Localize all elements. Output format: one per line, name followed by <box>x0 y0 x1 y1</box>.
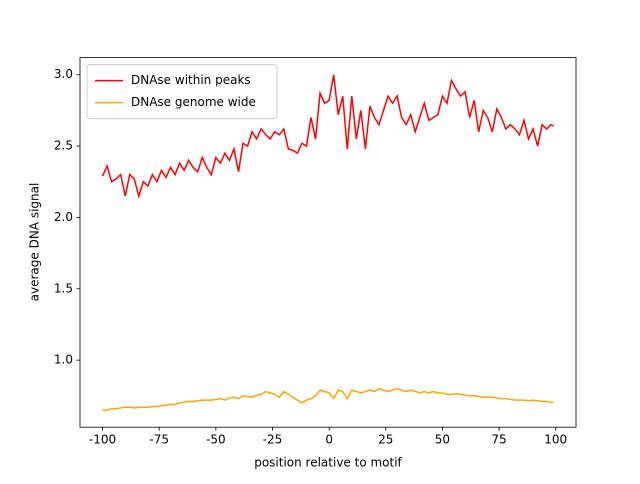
y-tick-label: 1.5 <box>54 281 73 295</box>
y-axis-label: average DNA signal <box>28 183 42 302</box>
y-tick-label: 2.0 <box>54 210 73 224</box>
x-tick-label: -100 <box>89 433 116 447</box>
line-series <box>102 387 554 411</box>
x-tick-label: 75 <box>491 433 506 447</box>
y-tick-label: 3.0 <box>54 67 73 81</box>
x-tick-label: -50 <box>206 433 226 447</box>
legend-label: DNAse genome wide <box>131 95 256 109</box>
x-tick-label: -25 <box>263 433 283 447</box>
legend-box <box>86 64 278 120</box>
x-tick-label: 100 <box>544 433 567 447</box>
x-tick-label: 50 <box>435 433 450 447</box>
x-tick-label: 25 <box>378 433 393 447</box>
x-tick-label: 0 <box>325 433 333 447</box>
plot-frame <box>79 57 577 428</box>
y-tick-label: 2.5 <box>54 139 73 153</box>
legend-label: DNAse within peaks <box>131 73 251 87</box>
y-tick-label: 1.0 <box>54 353 73 367</box>
x-axis-label: position relative to motif <box>254 456 402 470</box>
x-tick-label: -75 <box>149 433 169 447</box>
line-series <box>101 74 554 199</box>
